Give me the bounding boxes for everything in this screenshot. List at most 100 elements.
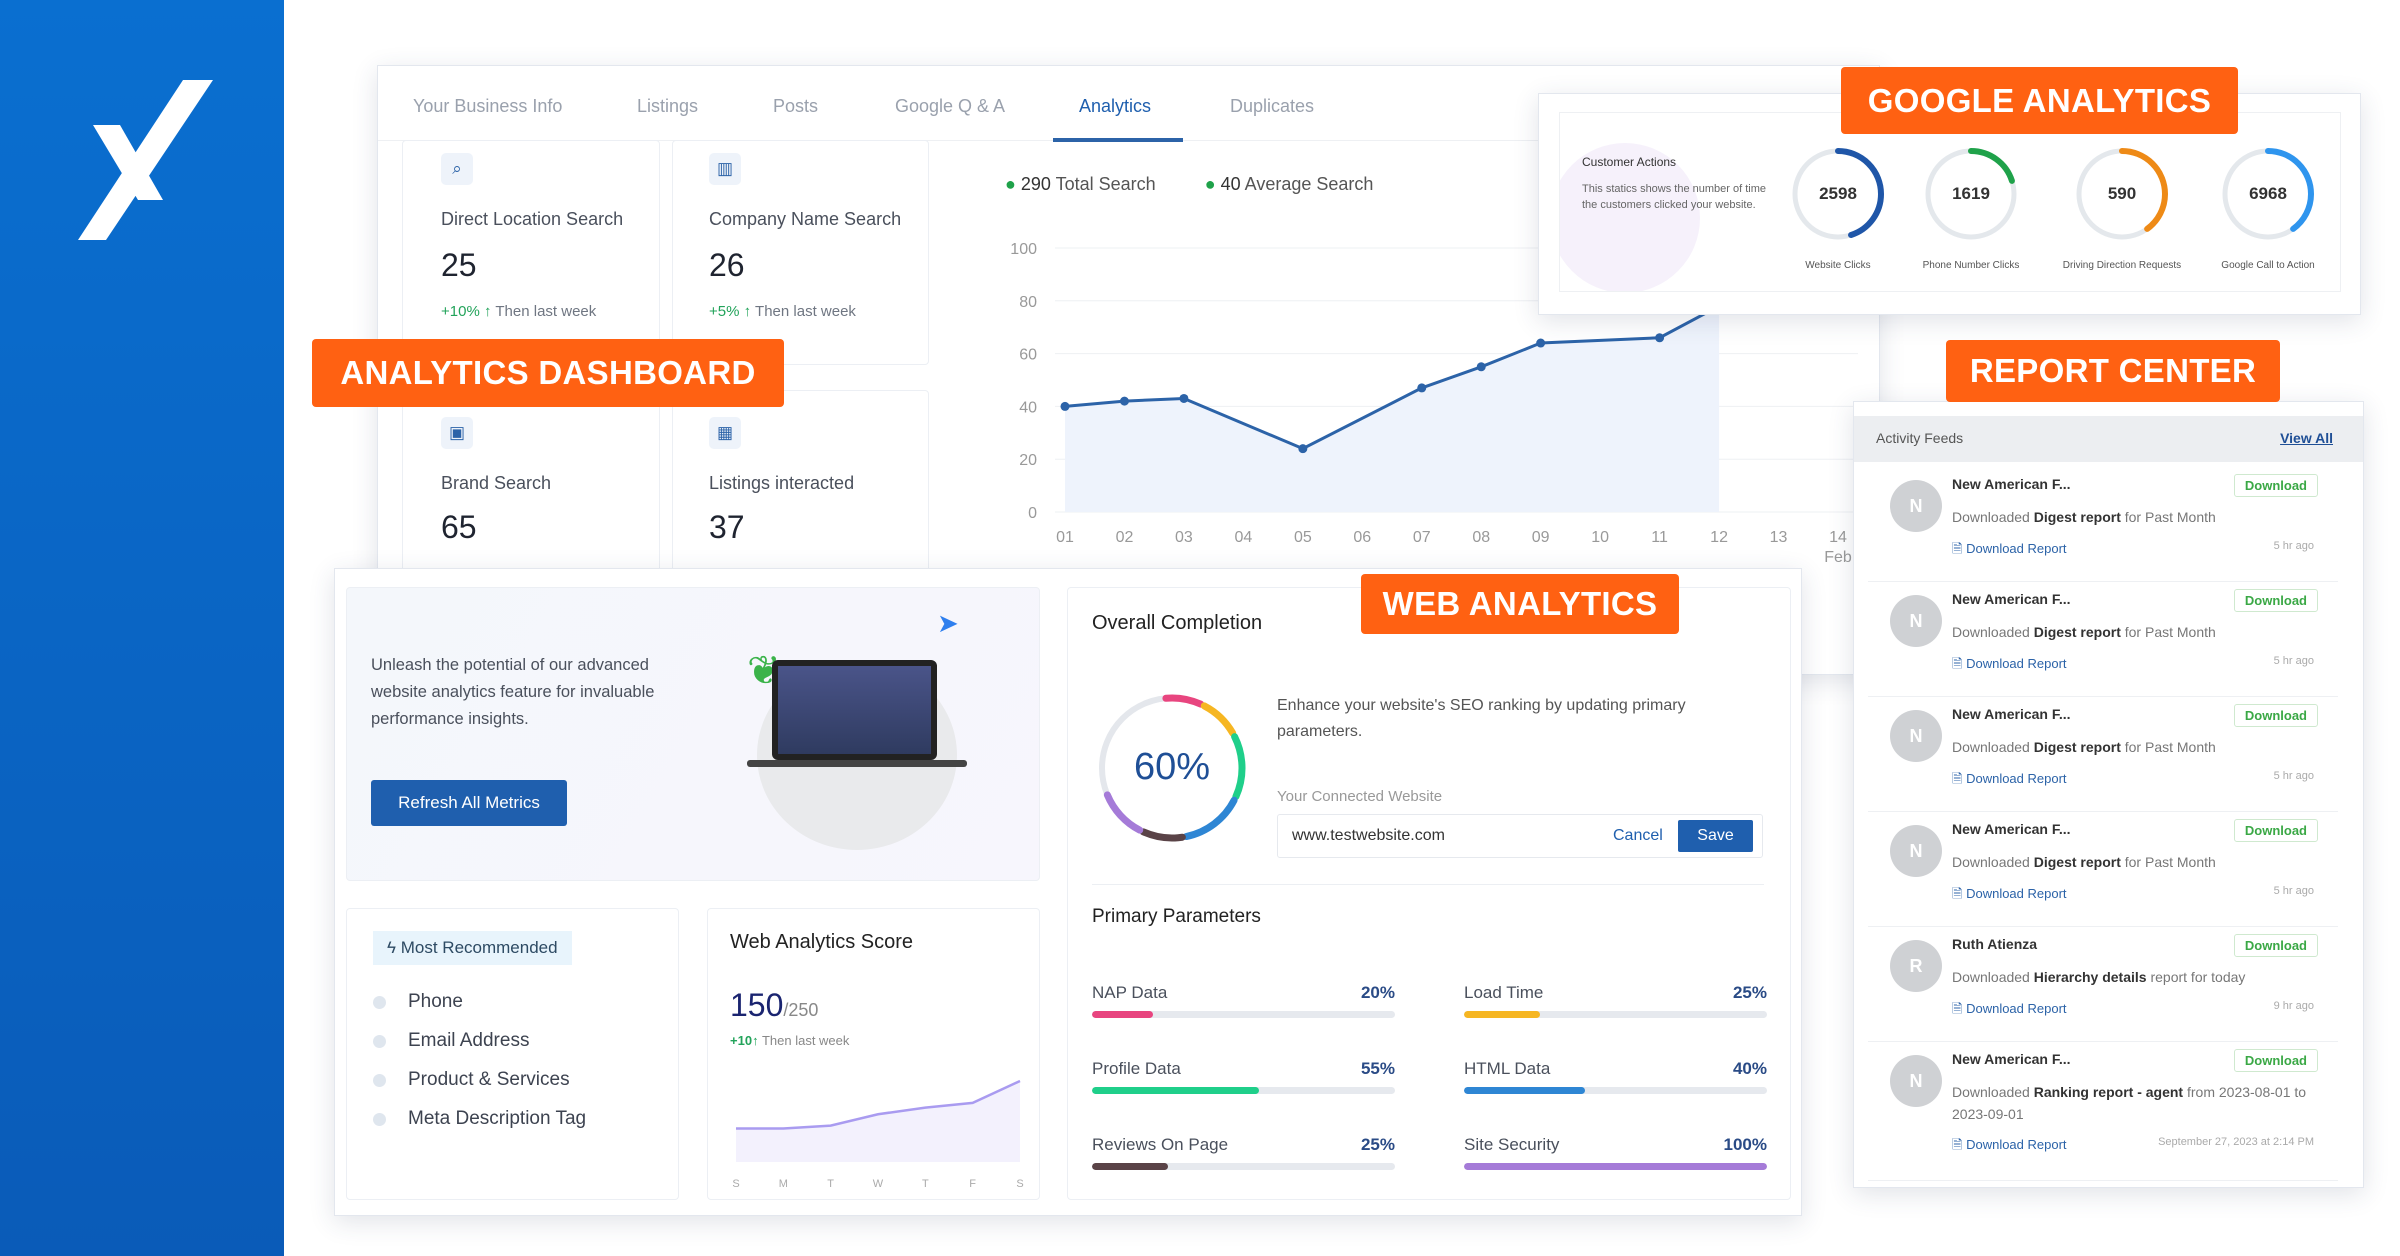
item-name: New American F... <box>1952 706 2071 722</box>
tab-duplicates[interactable]: Duplicates <box>1230 96 1315 116</box>
view-all-link[interactable]: View All <box>2280 430 2333 446</box>
param-progress <box>1092 1011 1395 1018</box>
stat-value: 25 <box>441 247 477 283</box>
score-title: Web Analytics Score <box>730 931 914 953</box>
tab-analytics[interactable]: Analytics <box>1079 96 1152 116</box>
download-report-link[interactable]: 🗎 Download Report <box>1952 886 2067 901</box>
sparkline-area <box>736 1081 1020 1162</box>
param-label: Reviews On Page <box>1092 1135 1229 1154</box>
param-label: NAP Data <box>1092 983 1168 1002</box>
download-badge[interactable]: Download <box>2233 1049 2318 1072</box>
item-time: 5 hr ago <box>2273 770 2314 782</box>
chart-legend: ● 290 Total Search ● 40 Average Search <box>1005 174 1373 195</box>
download-report-link[interactable]: 🗎 Download Report <box>1952 1137 2067 1152</box>
stat-delta: +5% ↑ Then last week <box>709 303 856 320</box>
param-value: 100% <box>1723 1135 1767 1154</box>
x-tick-label: 05 <box>1294 529 1312 546</box>
legend-label: Total Search <box>1055 174 1156 194</box>
download-badge[interactable]: Download <box>2233 589 2318 612</box>
report-file-icon: 🗎 <box>1952 656 1963 671</box>
gauge-arc <box>1792 148 1884 240</box>
day-label: S <box>732 1178 739 1190</box>
x-tick-label: 10 <box>1591 529 1609 546</box>
download-report-link[interactable]: 🗎 Download Report <box>1952 541 2067 556</box>
score-value: 150/250 <box>730 987 819 1023</box>
activity-item: N New American F... Download Downloaded … <box>1868 466 2338 582</box>
download-badge[interactable]: Download <box>2233 704 2318 727</box>
laptop-illustration: ❦ ➤ <box>747 608 1007 850</box>
report-center-label: REPORT CENTER <box>1946 340 2280 402</box>
item-time: 5 hr ago <box>2273 655 2314 667</box>
report-file-icon: 🗎 <box>1952 771 1963 786</box>
sparkline-line <box>736 1079 1021 1130</box>
param-progress <box>1464 1163 1767 1170</box>
refresh-all-metrics-button[interactable]: Refresh All Metrics <box>371 780 567 826</box>
y-tick-label: 40 <box>1019 399 1037 416</box>
item-time: 5 hr ago <box>2273 885 2314 897</box>
day-label: M <box>779 1178 788 1190</box>
param-profile-data: Profile Data 55% <box>1092 1059 1395 1099</box>
stat-label: Company Name Search <box>709 209 902 229</box>
customer-actions-title: Customer Actions <box>1582 155 1677 169</box>
completion-percent: 60% <box>1133 746 1211 788</box>
donut-segment <box>1098 694 1246 842</box>
gauge-value: 2598 <box>1819 184 1857 203</box>
cancel-button[interactable]: Cancel <box>1613 827 1663 844</box>
list-item: Meta Description Tag <box>373 1108 586 1130</box>
save-button[interactable]: Save <box>1678 820 1753 852</box>
activity-feed-title: Activity Feeds <box>1876 430 1964 446</box>
completion-description: Enhance your website's SEO ranking by up… <box>1277 697 1686 740</box>
day-label: T <box>922 1178 929 1190</box>
gauge-label: Driving Direction Requests <box>2062 260 2182 271</box>
report-center-panel: Activity Feeds View All N New American F… <box>1853 401 2364 1188</box>
brand-logo-icon <box>78 80 213 240</box>
tab-posts[interactable]: Posts <box>773 96 819 116</box>
tab-listings[interactable]: Listings <box>637 96 699 116</box>
avatar: R <box>1890 940 1942 992</box>
divider <box>1092 884 1764 885</box>
report-file-icon: 🗎 <box>1952 541 1963 556</box>
activity-item: N New American F... Download Downloaded … <box>1868 696 2338 812</box>
stat-card-company-name: ▥ Company Name Search 26 +5% ↑ Then last… <box>672 140 929 365</box>
y-tick-label: 60 <box>1019 347 1037 364</box>
download-badge[interactable]: Download <box>2233 819 2318 842</box>
item-description: Downloaded Ranking report - agent from 2… <box>1952 1084 2307 1122</box>
x-tick-label: 06 <box>1353 529 1371 546</box>
gauge-value: 1619 <box>1952 184 1990 203</box>
item-name: New American F... <box>1952 591 2071 607</box>
y-tick-label: 20 <box>1019 452 1037 469</box>
list-item: Product & Services <box>373 1069 570 1091</box>
download-report-link[interactable]: 🗎 Download Report <box>1952 656 2067 671</box>
download-badge[interactable]: Download <box>2233 474 2318 497</box>
download-badge[interactable]: Download <box>2233 934 2318 957</box>
building-icon: ▥ <box>709 153 741 185</box>
item-description: Downloaded Digest report for Past Month <box>1952 739 2216 755</box>
brand-sidebar <box>0 0 284 1256</box>
gauge-label: Phone Number Clicks <box>1922 260 2020 271</box>
website-input[interactable]: www.testwebsite.com Cancel Save <box>1277 814 1763 858</box>
day-label: F <box>969 1178 976 1190</box>
avatar: N <box>1890 825 1942 877</box>
stat-label: Brand Search <box>441 473 552 493</box>
x-tick-label: 14 <box>1829 529 1847 546</box>
completion-title: Overall Completion <box>1092 612 1263 634</box>
list-item: Phone <box>373 991 463 1013</box>
customer-actions-description: This statics shows the number of time th… <box>1582 183 1767 211</box>
tab-business-info[interactable]: Your Business Info <box>413 96 563 116</box>
data-point <box>1119 396 1129 406</box>
gauge-value: 6968 <box>2249 184 2287 203</box>
tab-google-qa[interactable]: Google Q & A <box>895 96 1006 116</box>
download-report-link[interactable]: 🗎 Download Report <box>1952 771 2067 786</box>
avatar: N <box>1890 1055 1942 1107</box>
download-report-link[interactable]: 🗎 Download Report <box>1952 1001 2067 1016</box>
y-tick-label: 0 <box>1028 505 1037 522</box>
data-point <box>1298 444 1308 454</box>
param-progress <box>1092 1087 1395 1094</box>
day-label: W <box>873 1178 884 1190</box>
day-label: S <box>1016 1178 1023 1190</box>
calculator-icon: ▦ <box>709 417 741 449</box>
item-time: September 27, 2023 at 2:14 PM <box>2158 1136 2314 1148</box>
legend-dot-icon: ● <box>1005 174 1016 194</box>
activity-item: N New American F... Download Downloaded … <box>1868 811 2338 927</box>
